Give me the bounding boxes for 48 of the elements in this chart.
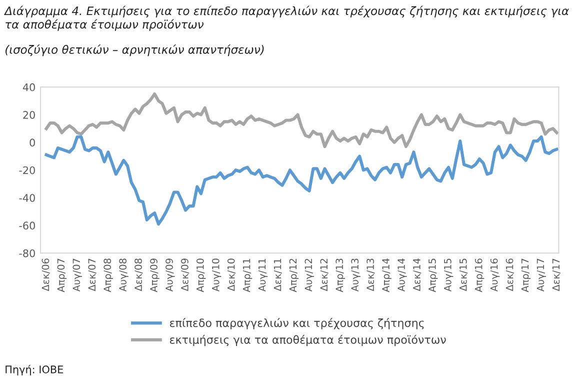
- x-tick-label: Δεκ/17: [552, 258, 560, 292]
- x-tick-label: Απρ/07: [57, 258, 67, 292]
- x-tick-label: Δεκ/08: [134, 258, 143, 292]
- legend-label: επίπεδο παραγγελιών και τρέχουσας ζήτησης: [170, 318, 424, 330]
- x-tick-label: Δεκ/14: [413, 258, 422, 292]
- y-tick-label: -60: [19, 222, 35, 230]
- x-tick-label: Δεκ/09: [181, 258, 190, 292]
- x-tick-label: Αυγ/08: [119, 258, 128, 292]
- x-tick-label: Αυγ/17: [536, 258, 546, 292]
- y-tick-label: -40: [19, 194, 35, 202]
- x-tick-label: Δεκ/15: [460, 258, 468, 292]
- x-tick-label: Δεκ/13: [366, 258, 375, 292]
- y-tick-label: 0: [30, 138, 35, 147]
- x-tick-label: Αυγ/09: [166, 258, 175, 292]
- x-tick-label: Δεκ/10: [227, 258, 236, 292]
- x-tick-label: Αυγ/10: [212, 258, 222, 292]
- x-tick-label: Αυγ/13: [351, 258, 360, 292]
- text: Πηγή: IOBE: [6, 364, 63, 376]
- y-tick-label: -20: [19, 166, 35, 174]
- x-tick-label: Αυγ/16: [490, 258, 500, 292]
- x-tick-label: Αυγ/12: [304, 258, 314, 292]
- x-tick-label: Απρ/09: [150, 258, 160, 292]
- chart-title: Διάγραμμα 4. Εκτιμήσεις για το επίπεδο παραγγελιών και τρέχουσας ζήτησης και εκτιμήσεις για τα αποθέματα έτοιμων προϊόντων: [4, 6, 569, 31]
- x-tick-label: Αυγ/14: [398, 258, 407, 292]
- x-tick-label: Απρ/15: [428, 258, 438, 292]
- line-series: [44, 135, 558, 226]
- x-tick-label: Απρ/13: [336, 258, 345, 292]
- chart-subtitle: (ισοζύγιο θετικών – αρνητικών απαντήσεων): [6, 44, 264, 56]
- x-tick-label: Απρ/12: [289, 258, 299, 292]
- x-tick-label: Αυγ/11: [258, 258, 268, 292]
- y-tick-label: 40: [22, 83, 35, 92]
- line-series: [44, 92, 558, 148]
- x-tick-label: Δεκ/06: [42, 258, 50, 292]
- y-tick-label: -80: [19, 249, 35, 258]
- x-tick-label: Δεκ/07: [88, 258, 96, 292]
- x-tick-label: Απρ/11: [243, 258, 252, 292]
- x-tick-label: Απρ/14: [382, 258, 392, 292]
- x-tick-label: Απρ/17: [521, 258, 531, 292]
- x-tick-label: Δεκ/12: [320, 258, 328, 292]
- y-tick-label: 20: [23, 110, 35, 119]
- x-tick-label: Απρ/16: [474, 258, 484, 292]
- x-tick-label: Απρ/08: [104, 258, 113, 292]
- x-tick-label: Αυγ/07: [72, 258, 82, 292]
- x-tick-label: Δεκ/11: [274, 258, 282, 292]
- legend-label: εκτιμήσεις για τα αποθέματα έτοιμων προϊόντων: [170, 334, 446, 346]
- x-tick-label: Αυγ/15: [444, 258, 454, 292]
- x-tick-label: Απρ/10: [196, 258, 206, 292]
- x-tick-label: Δεκ/16: [506, 258, 514, 292]
